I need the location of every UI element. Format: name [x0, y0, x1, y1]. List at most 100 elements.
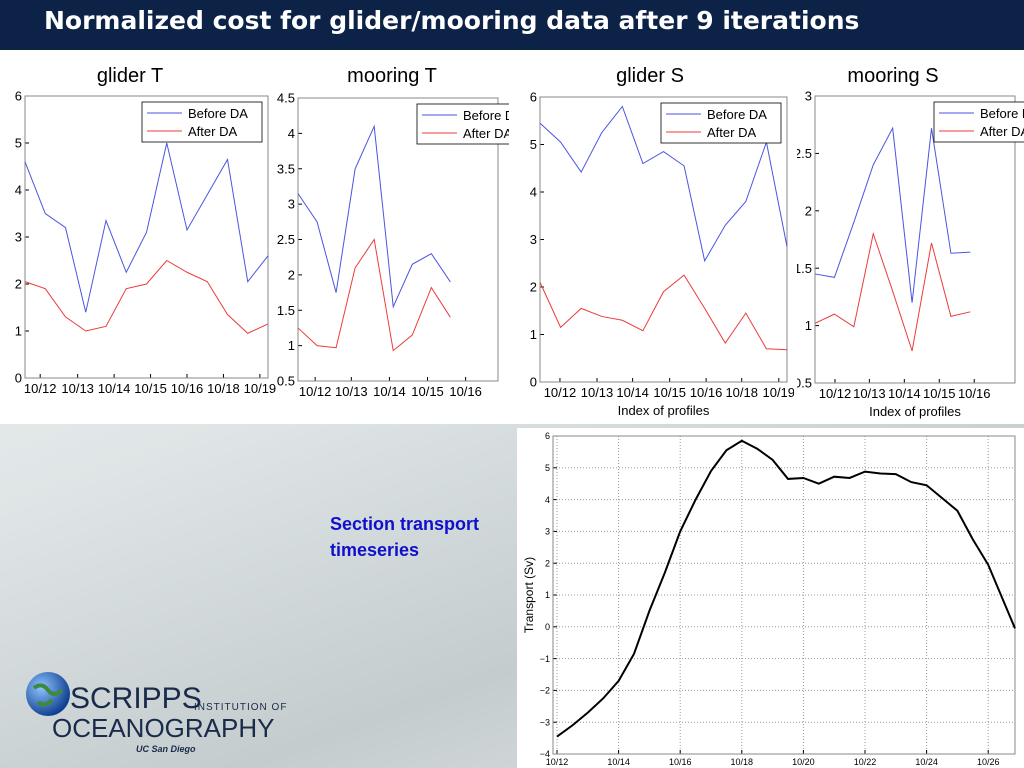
series-line — [539, 274, 788, 351]
x-tick-label: 10/24 — [915, 757, 938, 767]
chart: 0.5 1 1.5 2 2.5 3 3.5 4 4.5 10/12 10/13 10/14 10/15 1… — [277, 91, 523, 399]
x-tick-label: 10/15 — [134, 381, 167, 396]
y-tick-label: −1 — [540, 654, 550, 664]
x-tick-label: 10/16 — [449, 384, 482, 399]
slide-title: Normalized cost for glider/mooring data … — [44, 6, 860, 35]
series-line — [539, 105, 788, 263]
legend-label: After DA — [463, 126, 512, 141]
chart: −4 −3 −2 −1 0 1 2 3 4 5 6 10/12 10/14 10/16 10/18 10/20… — [522, 431, 1016, 767]
y-axis-label: Transport (Sv) — [522, 557, 536, 633]
x-tick-label: 10/16 — [690, 385, 723, 400]
x-tick-label: 10/15 — [923, 386, 956, 401]
series-line — [24, 142, 269, 313]
y-tick-label: 5 — [15, 136, 22, 151]
x-axis-label: Index of profiles — [618, 403, 710, 418]
y-tick-label: 2 — [530, 280, 537, 295]
y-tick-label: 0.5 — [277, 374, 295, 389]
y-tick-label: −2 — [540, 686, 550, 696]
y-tick-label: 0.5 — [794, 376, 812, 391]
title-bar: Normalized cost for glider/mooring data … — [0, 0, 1024, 50]
y-tick-label: 5 — [545, 463, 550, 473]
x-tick-label: 10/14 — [616, 385, 649, 400]
x-tick-label: 10/16 — [669, 757, 692, 767]
y-tick-label: 6 — [15, 89, 22, 104]
plot-frame — [24, 95, 269, 379]
y-tick-label: 2 — [545, 558, 550, 568]
series-line — [297, 124, 451, 309]
y-tick-label: 3 — [15, 230, 22, 245]
series-line — [556, 439, 1016, 738]
logo: SCRIPPS INSTITUTION OF OCEANOGRAPHY UC S… — [26, 672, 287, 754]
y-tick-label: 6 — [545, 431, 550, 441]
x-tick-label: 10/13 — [853, 386, 886, 401]
y-tick-label: 0 — [530, 375, 537, 390]
legend-box — [141, 101, 263, 143]
y-tick-label: 1 — [288, 338, 295, 353]
plot-frame — [539, 96, 788, 383]
lower-panel — [517, 428, 1024, 768]
chart-title: glider T — [97, 65, 163, 87]
x-tick-label: 10/13 — [61, 381, 94, 396]
x-tick-label: 10/12 — [544, 385, 577, 400]
y-tick-label: 1.5 — [794, 261, 812, 276]
y-tick-label: 1 — [15, 324, 22, 339]
y-tick-label: 2.5 — [277, 232, 295, 247]
plot-frame — [814, 95, 1016, 384]
y-tick-label: 4 — [545, 495, 550, 505]
y-tick-label: 1.5 — [277, 303, 295, 318]
y-tick-label: 3 — [288, 197, 295, 212]
logo-line1: INSTITUTION OF — [194, 702, 287, 713]
x-tick-label: 10/13 — [335, 384, 368, 399]
x-tick-label: 10/18 — [207, 381, 240, 396]
y-tick-label: 4 — [530, 185, 537, 200]
logo-name: SCRIPPS — [70, 682, 202, 715]
globe-land — [32, 683, 64, 707]
legend-label: Before DA — [707, 107, 767, 122]
x-tick-label: 10/22 — [854, 757, 877, 767]
logo-line2: OCEANOGRAPHY — [52, 713, 275, 743]
x-axis-label: Index of profiles — [869, 404, 961, 419]
y-tick-label: 6 — [530, 90, 537, 105]
series-line — [24, 259, 269, 334]
y-tick-label: 3 — [545, 527, 550, 537]
y-tick-label: 1 — [545, 590, 550, 600]
chart-title: glider S — [616, 65, 684, 87]
y-tick-label: 4 — [288, 126, 295, 141]
y-tick-label: 2 — [288, 267, 295, 282]
globe — [26, 672, 70, 716]
x-tick-label: 10/18 — [731, 757, 754, 767]
x-tick-label: 10/12 — [24, 381, 57, 396]
y-tick-label: 0 — [545, 622, 550, 632]
chart-title: mooring T — [347, 65, 437, 87]
x-tick-label: 10/15 — [411, 384, 444, 399]
y-tick-label: 1 — [530, 327, 537, 342]
y-tick-label: 0 — [15, 371, 22, 386]
chart-title: mooring S — [847, 65, 938, 87]
x-tick-label: 10/12 — [819, 386, 852, 401]
plot-frame — [552, 435, 1016, 755]
x-tick-label: 10/18 — [725, 385, 758, 400]
x-tick-label: 10/19 — [762, 385, 795, 400]
x-tick-label: 10/12 — [299, 384, 332, 399]
x-tick-label: 10/20 — [792, 757, 815, 767]
y-tick-label: −4 — [540, 749, 550, 759]
x-tick-label: 10/12 — [546, 757, 569, 767]
y-tick-label: 3 — [530, 232, 537, 247]
legend-label: Before DA — [463, 108, 523, 123]
legend-box — [416, 103, 509, 145]
y-tick-label: 2.5 — [794, 146, 812, 161]
y-tick-label: 2 — [805, 203, 812, 218]
series-line — [814, 231, 971, 352]
caption: Section transport timeseries — [330, 514, 480, 560]
y-tick-label: −3 — [540, 717, 550, 727]
y-tick-label: 2 — [15, 277, 22, 292]
x-tick-label: 10/26 — [977, 757, 1000, 767]
legend-label: After DA — [188, 124, 237, 139]
y-tick-label: 1 — [805, 318, 812, 333]
legend-box — [933, 101, 1024, 143]
legend-label: After DA — [980, 124, 1024, 139]
